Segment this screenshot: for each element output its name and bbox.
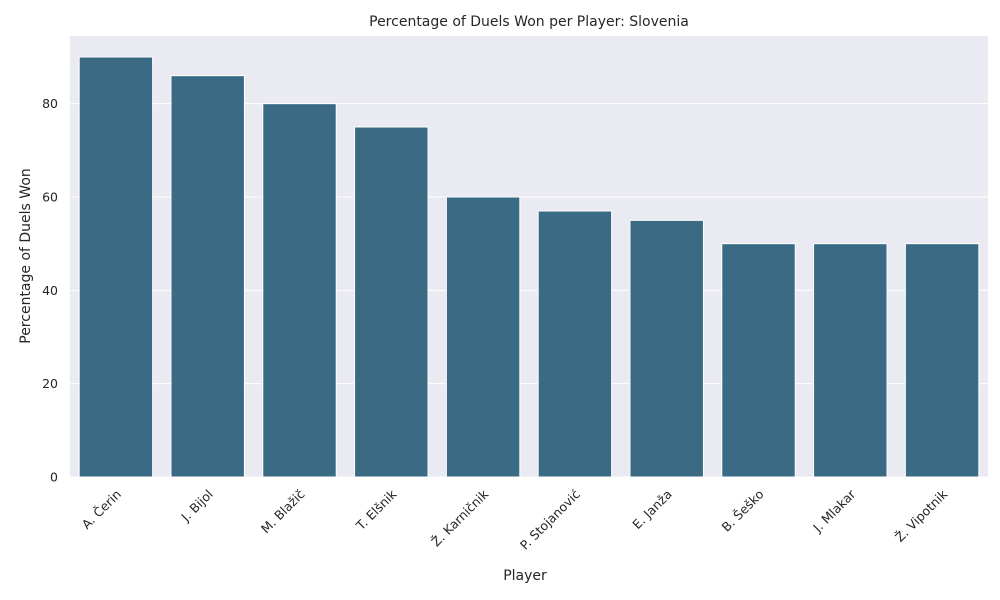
x-tick-label: E. Janža bbox=[629, 487, 674, 532]
y-axis-ticks: 0 20 40 60 80 bbox=[42, 96, 58, 484]
bar bbox=[445, 196, 521, 478]
x-tick-label: T. Elšnik bbox=[352, 486, 400, 534]
y-tick-label: 40 bbox=[42, 283, 58, 298]
x-axis-ticks: A. Čerin J. Bijol M. Blažič T. Elšnik Ž. Kar… bbox=[79, 486, 951, 553]
x-tick-label: Ž. Karničnik bbox=[428, 486, 491, 549]
bar bbox=[629, 219, 704, 478]
chart-title: Percentage of Duels Won per Player: Slov… bbox=[369, 14, 689, 30]
x-axis-label: Player bbox=[503, 568, 547, 584]
y-tick-label: 20 bbox=[42, 376, 58, 391]
x-tick-label: P. Stojanović bbox=[517, 486, 583, 552]
bar bbox=[262, 103, 337, 478]
y-tick-label: 60 bbox=[42, 190, 58, 205]
x-tick-label: A. Čerin bbox=[79, 487, 124, 532]
y-tick-label: 0 bbox=[50, 470, 58, 485]
y-tick-label: 80 bbox=[42, 96, 58, 111]
x-tick-label: M. Blažič bbox=[258, 486, 308, 536]
bar bbox=[78, 56, 154, 478]
bar bbox=[721, 243, 796, 478]
bar bbox=[813, 243, 888, 478]
x-tick-label: Ž. Vipotnik bbox=[892, 486, 951, 545]
x-tick-label: J. Mlakar bbox=[809, 486, 859, 536]
x-tick-label: J. Bijol bbox=[177, 487, 215, 525]
x-tick-label: B. Šeško bbox=[718, 487, 766, 535]
bar bbox=[170, 75, 245, 478]
bar bbox=[537, 210, 613, 478]
y-axis-label: Percentage of Duels Won bbox=[18, 168, 34, 344]
bar bbox=[904, 243, 980, 478]
bar bbox=[354, 126, 429, 478]
bars bbox=[78, 56, 980, 478]
